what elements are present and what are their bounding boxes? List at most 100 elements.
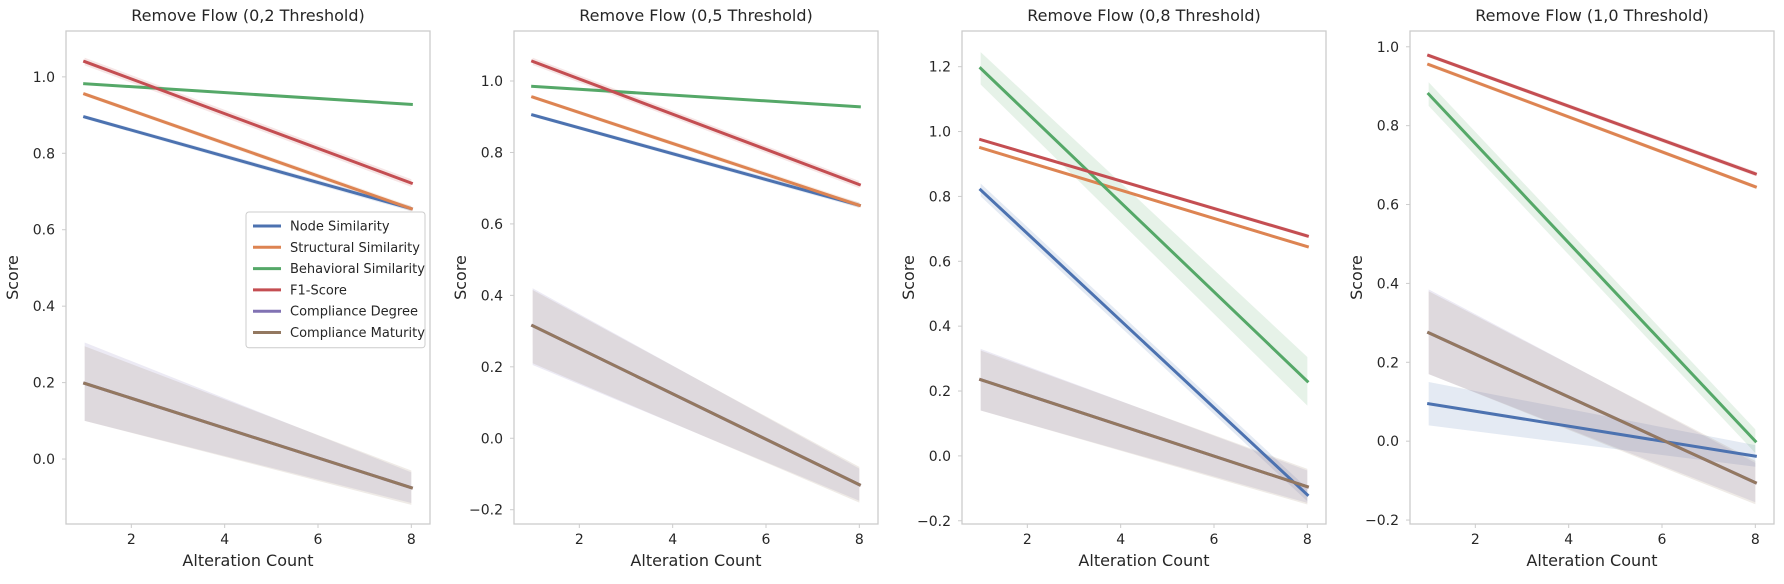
series-line-2 (1426, 62, 1758, 189)
y-tick-label: −0.2 (917, 514, 951, 530)
x-tick-label: 2 (1023, 532, 1032, 548)
confidence-band-5 (1428, 289, 1756, 503)
x-tick-label: 4 (1116, 532, 1125, 548)
x-tick-label: 2 (127, 532, 136, 548)
y-tick-label: 0.2 (33, 376, 55, 392)
y-tick-label: 0.4 (33, 299, 55, 315)
x-tick-label: 6 (1210, 532, 1219, 548)
x-tick-label: 8 (1751, 532, 1760, 548)
series-line-3 (83, 82, 413, 106)
y-tick-label: 1.0 (929, 125, 951, 141)
y-tick-label: 0.0 (481, 431, 503, 447)
y-tick-label: 0.4 (929, 319, 951, 335)
series-line-3 (1426, 91, 1758, 444)
series-line-3 (978, 66, 1310, 384)
chart-title: Remove Flow (0,8 Threshold) (1027, 6, 1261, 25)
y-tick-label: 0.6 (33, 223, 55, 239)
x-tick-label: 8 (1303, 532, 1312, 548)
confidence-band-6 (532, 290, 860, 503)
y-tick-label: 0.2 (1377, 355, 1399, 371)
series-line-6 (530, 323, 862, 487)
series-line-1 (978, 187, 1310, 497)
series-line-2 (978, 145, 1310, 249)
chart-title: Remove Flow (1,0 Threshold) (1475, 6, 1709, 25)
confidence-band-3 (980, 52, 1308, 406)
axes-frame (1409, 30, 1775, 525)
chart-panel-1: 2 4 6 8 0.0 0.2 0.4 0.6 0.8 1.0 Remove Flow (0,2 T… (3, 6, 431, 570)
legend-entry: Compliance Degree (290, 305, 418, 320)
y-axis-label: Score (1347, 255, 1366, 300)
y-tick-label: 1.0 (33, 70, 55, 86)
series-line-6 (1426, 330, 1758, 485)
legend-frame (245, 211, 426, 349)
x-axis-label: Alteration Count (1526, 551, 1657, 570)
y-tick-label: 0.0 (1377, 434, 1399, 450)
series-line-2 (530, 95, 862, 208)
series-line-6 (82, 381, 414, 490)
y-tick-label: 0.8 (33, 146, 55, 162)
confidence-band-6 (980, 350, 1308, 505)
y-tick-label: 1.0 (481, 74, 503, 90)
x-tick-label: 4 (1564, 532, 1573, 548)
legend: Node Similarity Structural Similarity Beha… (245, 211, 426, 349)
y-tick-label: −0.2 (1365, 513, 1399, 529)
series-line-1 (82, 115, 414, 211)
x-tick-label: 8 (855, 532, 864, 548)
y-tick-label: 0.8 (929, 189, 951, 205)
y-tick-label: 0.2 (929, 384, 951, 400)
x-axis-label: Alteration Count (182, 551, 313, 570)
legend-entry: F1-Score (290, 283, 347, 298)
chart-title: Remove Flow (0,5 Threshold) (579, 6, 813, 25)
y-tick-label: 1.2 (929, 60, 951, 76)
x-tick-label: 8 (407, 532, 416, 548)
chart-panel-4: 2 4 6 8 −0.2 0.0 0.2 0.4 0.6 0.8 1.0 Remove Flow (1… (1347, 6, 1775, 570)
y-tick-label: −0.2 (469, 503, 503, 519)
y-axis-label: Score (451, 255, 470, 300)
chart-panel-2: 2 4 6 8 −0.2 0.0 0.2 0.4 0.6 0.8 1.0 Remove Flow (0… (451, 6, 879, 570)
confidence-band-6 (84, 346, 412, 505)
series-line-6 (978, 377, 1310, 489)
series-line-1 (1426, 401, 1758, 458)
y-tick-label: 0.4 (481, 288, 503, 304)
y-tick-label: 0.8 (1377, 119, 1399, 135)
x-tick-label: 4 (220, 532, 229, 548)
series-line-1 (530, 113, 862, 208)
y-tick-label: 0.0 (929, 449, 951, 465)
series-line-4 (530, 59, 862, 187)
series-line-4 (82, 59, 414, 186)
legend-entry: Structural Similarity (290, 241, 420, 256)
x-tick-label: 4 (668, 532, 677, 548)
x-axis-label: Alteration Count (630, 551, 761, 570)
x-tick-label: 6 (762, 532, 771, 548)
y-tick-label: 0.4 (1377, 276, 1399, 292)
confidence-band-5 (980, 348, 1308, 503)
series-line-3 (531, 84, 861, 109)
y-axis-label: Score (899, 255, 918, 300)
x-tick-label: 6 (1658, 532, 1667, 548)
y-tick-label: 0.6 (481, 217, 503, 233)
chart-panel-3: 2 4 6 8 −0.2 0.0 0.2 0.4 0.6 0.8 1.0 1.2 Remove Flow… (899, 6, 1327, 570)
series-line-4 (1426, 53, 1758, 176)
axes-frame (961, 30, 1327, 525)
y-tick-label: 0.8 (481, 145, 503, 161)
x-tick-label: 2 (575, 532, 584, 548)
y-tick-label: 1.0 (1377, 40, 1399, 56)
series-line-2 (82, 92, 414, 211)
y-tick-label: 0.6 (929, 254, 951, 270)
series-line-4 (978, 137, 1310, 238)
x-axis-label: Alteration Count (1078, 551, 1209, 570)
y-axis-label: Score (3, 255, 22, 300)
legend-entry: Node Similarity (290, 220, 390, 235)
y-tick-label: 0.2 (481, 360, 503, 376)
y-tick-label: 0.6 (1377, 198, 1399, 214)
x-tick-label: 2 (1471, 532, 1480, 548)
legend-entry: Behavioral Similarity (290, 262, 425, 277)
axes-frame (65, 30, 431, 525)
confidence-band-5 (532, 288, 860, 501)
axes-frame (513, 30, 879, 525)
chart-title: Remove Flow (0,2 Threshold) (131, 6, 365, 25)
y-tick-label: 0.0 (33, 452, 55, 468)
x-tick-label: 6 (314, 532, 323, 548)
confidence-band-6 (1428, 291, 1756, 505)
